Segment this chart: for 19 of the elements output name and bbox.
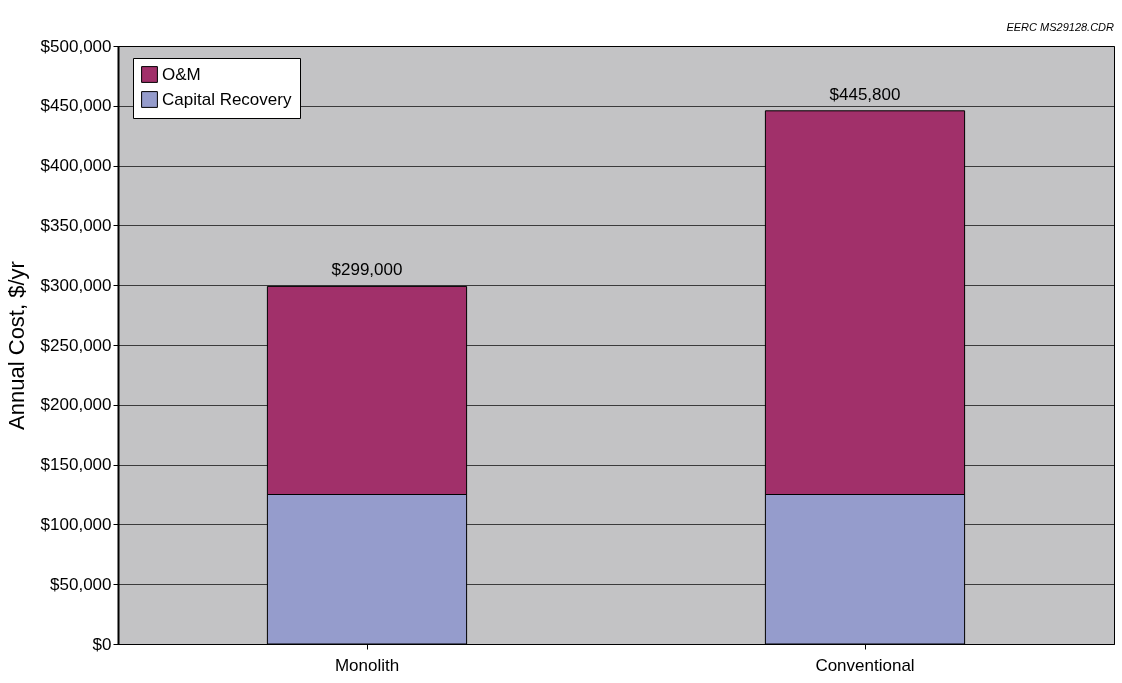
legend-label: O&M	[162, 64, 201, 84]
y-tick-label: $100,000	[40, 514, 112, 534]
x-tick-label: Conventional	[815, 655, 915, 675]
y-tick-label: $500,000	[40, 36, 112, 56]
y-tick-label: $0	[92, 634, 112, 654]
y-axis-title: Annual Cost, $/yr	[3, 261, 29, 430]
y-tick-label: $400,000	[40, 156, 112, 176]
y-tick-label: $300,000	[40, 275, 112, 295]
y-tick-label: $50,000	[50, 574, 112, 594]
text: EERC MS29128.CDR	[1006, 21, 1115, 33]
y-tick-label: $250,000	[40, 335, 112, 355]
y-tick-label: $150,000	[40, 455, 112, 475]
total-label: $445,800	[829, 84, 901, 104]
total-label: $299,000	[331, 260, 403, 280]
x-tick-label: Monolith	[334, 655, 400, 675]
y-tick-label: $350,000	[40, 215, 112, 235]
y-tick-label: $200,000	[40, 395, 112, 415]
legend-label: Capital Recovery	[162, 89, 292, 109]
y-tick-label: $450,000	[40, 96, 112, 116]
